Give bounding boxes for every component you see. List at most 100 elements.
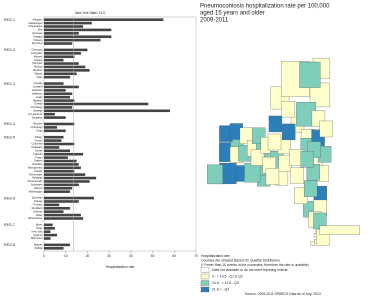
bar [44, 38, 101, 42]
y-tick-label: Richmond [31, 236, 43, 240]
region-label: REG-8 [4, 243, 15, 247]
y-tick-label: Chenango [31, 125, 44, 129]
y-tick-label: Rockland [32, 206, 43, 210]
y-tick-label: Chemung [31, 48, 43, 52]
y-tick-label: Cayuga [34, 81, 43, 85]
y-tick-label: Tioga [36, 128, 43, 132]
y-tick-label: Dutchess [32, 196, 44, 200]
county [319, 120, 333, 138]
bar [44, 18, 164, 21]
x-tick-label: 30 [107, 254, 111, 258]
region-label: REG-7 [4, 223, 15, 227]
bar [44, 217, 84, 220]
bar [44, 25, 84, 28]
y-tick-label: St Lawrence [28, 112, 43, 116]
y-tick-label: Rensselaer [29, 172, 42, 176]
y-tick-label: Ontario [34, 58, 43, 62]
y-tick-label: Essex [35, 149, 43, 153]
y-tick-label: Putnam [34, 203, 43, 207]
region-label: REG-3 [4, 82, 15, 86]
x-tick-label: 0 [43, 254, 45, 258]
y-tick-label: Niagara [33, 34, 43, 38]
y-tick-label: Schuyler [32, 61, 42, 65]
y-tick-label: Madison [33, 98, 43, 102]
bar [44, 233, 58, 237]
plot-frame [43, 16, 197, 252]
county [265, 168, 280, 186]
y-tick-label: Otsego [34, 169, 43, 173]
y-tick-label: Seneca [34, 65, 43, 69]
x-tick-label: 10 [64, 254, 68, 258]
x-tick-label: 50 [151, 254, 155, 258]
bar [44, 237, 51, 240]
legend-title: Hospitalization rate [201, 254, 230, 258]
bar [44, 230, 51, 233]
county [267, 133, 282, 151]
bar [44, 55, 75, 59]
county [319, 225, 360, 235]
y-tick-label: Livingston [31, 51, 43, 55]
legend-label: Data not available or do not meet report… [212, 268, 288, 272]
y-tick-label: Delaware [32, 145, 44, 149]
region-label: REG-1 [4, 18, 15, 22]
y-tick-label: Suffolk [35, 246, 44, 250]
y-tick-label: Franklin [33, 152, 43, 156]
bar [44, 129, 66, 133]
county [310, 241, 315, 246]
bar [44, 226, 55, 230]
y-tick-label: Lewis [36, 95, 43, 99]
bar [44, 223, 53, 227]
county [282, 123, 296, 141]
bar [44, 142, 75, 146]
bar [44, 186, 73, 190]
county [281, 101, 295, 118]
bar [44, 89, 66, 92]
county [244, 162, 261, 183]
bar [44, 72, 77, 76]
y-tick-label: Cattaraugus [28, 21, 43, 25]
bar [44, 95, 71, 99]
legend-label: 21.8 + - Q4 [212, 287, 229, 291]
bar [44, 52, 81, 55]
map-title: aged 15 years and older [200, 11, 265, 17]
legend-swatch [200, 267, 210, 273]
county [268, 115, 283, 133]
y-tick-label: Warren [34, 186, 43, 190]
bar [44, 163, 79, 166]
y-tick-label: Fulton [35, 155, 43, 159]
county [207, 164, 223, 185]
region-label: REG-4 [4, 122, 15, 126]
bar [44, 169, 75, 173]
y-tick-label: Wayne [35, 71, 44, 75]
y-tick-label: Yates [36, 75, 43, 79]
bar [44, 139, 62, 142]
y-tick-label: Saratoga [32, 176, 43, 180]
bar [44, 152, 84, 156]
bar [44, 156, 68, 159]
y-tick-label: Wyoming [32, 41, 43, 45]
bar [44, 109, 170, 113]
chart-title: New York State: 13.5 [75, 11, 105, 15]
map-title: Pneumoconiosis hospitalization rate per … [200, 4, 330, 10]
y-tick-label: Allegany [33, 17, 44, 21]
x-tick-label: 40 [129, 254, 133, 258]
y-tick-label: Kings [36, 226, 43, 230]
bar [44, 203, 60, 207]
bar [44, 173, 86, 176]
bar [44, 159, 77, 163]
bar [44, 126, 58, 129]
bar [44, 176, 97, 180]
y-tick-label: Westchester [28, 216, 43, 220]
legend-subtitle: Counties Are Shaded Based On Quartile Di… [201, 258, 280, 262]
bar [44, 135, 64, 139]
y-tick-label: Clinton [34, 138, 43, 142]
bar [44, 82, 64, 85]
region-label: REG-2 [4, 48, 15, 52]
x-tick-label: 20 [86, 254, 90, 258]
county [290, 167, 304, 184]
y-tick-label: Steuben [33, 68, 43, 72]
bar [44, 99, 75, 102]
bar [44, 112, 55, 116]
y-tick-label: Oswego [33, 108, 43, 112]
